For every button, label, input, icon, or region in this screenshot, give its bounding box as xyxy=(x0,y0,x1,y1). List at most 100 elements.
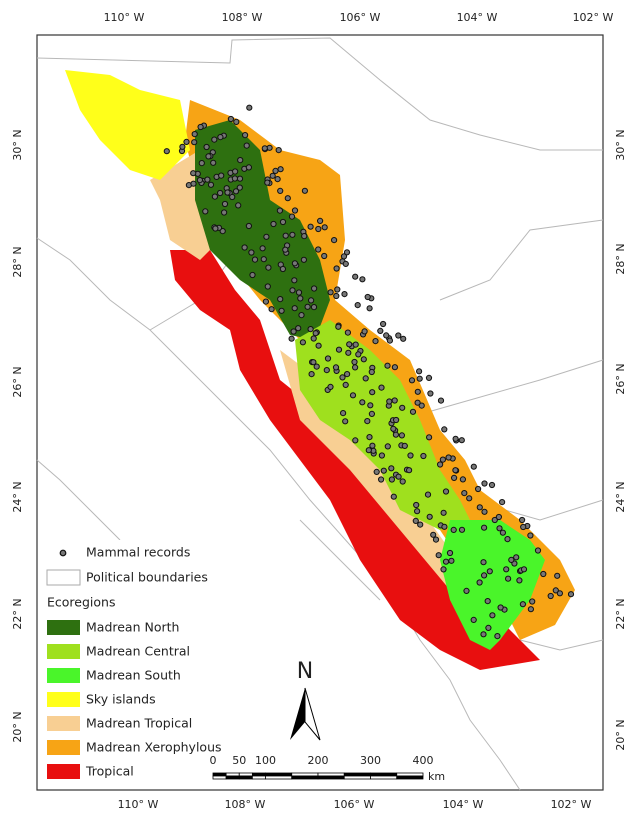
scale-segment xyxy=(251,772,266,777)
record-dot xyxy=(476,504,483,511)
record-dot xyxy=(202,208,209,215)
record-dot xyxy=(414,388,421,395)
legend-title: Ecoregions xyxy=(47,595,115,610)
record-dot xyxy=(401,442,408,449)
record-dot xyxy=(426,434,433,441)
record-dot xyxy=(339,374,346,381)
record-dot xyxy=(355,351,362,358)
record-dot xyxy=(480,559,487,566)
record-dot xyxy=(513,554,520,561)
record-dot xyxy=(451,474,458,481)
record-dot xyxy=(437,461,444,468)
record-dot xyxy=(395,332,402,339)
record-dot xyxy=(519,516,526,524)
scale-segment xyxy=(317,772,345,777)
record-dot xyxy=(241,244,248,251)
record-dot xyxy=(392,431,399,438)
record-dot xyxy=(205,153,212,160)
record-dot xyxy=(310,335,317,342)
record-dot xyxy=(274,176,281,183)
record-dot xyxy=(268,306,275,313)
legend-label: Madrean Xerophylous xyxy=(86,740,222,755)
lat-label: 28° N xyxy=(11,246,24,277)
scale-segment xyxy=(212,775,227,780)
legend-swatch xyxy=(47,740,80,755)
lon-label: 106° W xyxy=(340,11,381,24)
record-dot xyxy=(246,104,253,111)
arrow-half xyxy=(290,688,305,740)
record-dot xyxy=(505,575,512,582)
record-dot xyxy=(349,392,357,399)
record-dot xyxy=(163,148,170,155)
record-dot xyxy=(346,341,353,348)
record-dot xyxy=(291,260,298,267)
record-dot xyxy=(441,426,448,433)
scale-segment xyxy=(396,772,424,777)
record-dot xyxy=(334,286,341,293)
record-dot xyxy=(288,213,296,220)
record-dot xyxy=(366,305,373,312)
record-dot xyxy=(217,134,224,141)
record-dot xyxy=(380,467,387,474)
boundary xyxy=(399,359,604,421)
record-dot xyxy=(398,432,405,439)
record-dot xyxy=(279,218,287,226)
record-dot xyxy=(360,356,367,363)
record-dot xyxy=(315,225,322,233)
lat-label: 26° N xyxy=(11,366,24,397)
record-dot xyxy=(461,490,468,497)
record-dot xyxy=(386,337,393,344)
record-dot xyxy=(313,363,320,370)
record-dot xyxy=(475,485,482,493)
record-dot xyxy=(365,447,372,454)
legend-label: Madrean Tropical xyxy=(86,716,192,731)
record-dot xyxy=(390,493,397,500)
record-dot xyxy=(259,245,266,252)
record-dot xyxy=(446,549,454,557)
lon-label: 110° W xyxy=(104,11,145,24)
record-dot xyxy=(335,346,343,353)
legend-swatch xyxy=(47,716,80,731)
record-dot xyxy=(308,371,315,378)
record-dot xyxy=(463,587,470,595)
record-dot xyxy=(352,341,359,348)
ecoregion-sky-islands xyxy=(65,70,190,180)
legend-label: Madrean South xyxy=(86,668,181,683)
record-dot xyxy=(552,587,559,594)
lat-label: 30° N xyxy=(11,129,24,160)
record-dot xyxy=(364,418,371,425)
scale-label: 200 xyxy=(308,754,329,767)
record-dot xyxy=(327,383,334,390)
legend-swatch xyxy=(47,668,80,683)
record-dot xyxy=(452,467,459,474)
scale-segment xyxy=(396,775,424,780)
record-dot xyxy=(260,256,267,263)
record-dot xyxy=(251,256,259,263)
scale-label: 400 xyxy=(413,754,434,767)
record-dot xyxy=(196,177,203,184)
record-dot xyxy=(327,289,334,296)
record-dot xyxy=(413,501,420,509)
record-dot xyxy=(335,323,342,330)
record-dot xyxy=(340,253,348,260)
record-dot xyxy=(269,172,276,179)
record-dot xyxy=(426,513,433,520)
record-dot xyxy=(311,285,318,292)
record-dot xyxy=(233,118,240,126)
record-dot xyxy=(340,410,347,417)
lat-label: 28° N xyxy=(614,243,627,274)
record-dot xyxy=(261,145,268,152)
record-dot xyxy=(204,176,211,183)
record-dot xyxy=(235,202,242,209)
record-dot xyxy=(315,246,322,253)
record-dot xyxy=(417,521,424,528)
record-dot xyxy=(219,228,226,235)
lon-label: 110° W xyxy=(118,798,159,811)
record-dot xyxy=(179,143,186,150)
record-dot xyxy=(317,217,324,224)
record-dot xyxy=(540,570,547,578)
boundary xyxy=(299,519,381,601)
record-dot xyxy=(312,330,319,337)
record-dot xyxy=(499,529,506,536)
record-dot xyxy=(275,147,282,154)
